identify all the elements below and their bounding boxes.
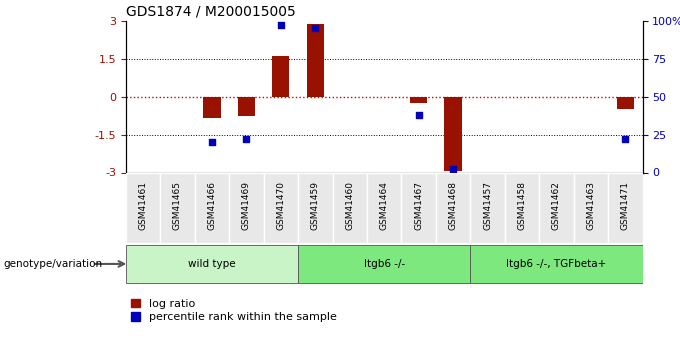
Text: Itgb6 -/-: Itgb6 -/-: [364, 259, 405, 269]
FancyBboxPatch shape: [333, 172, 367, 243]
Bar: [272, 56, 290, 97]
Text: GSM41471: GSM41471: [621, 181, 630, 230]
FancyBboxPatch shape: [229, 172, 264, 243]
Text: GSM41462: GSM41462: [552, 181, 561, 230]
Bar: [238, 97, 255, 116]
Text: GSM41457: GSM41457: [483, 181, 492, 230]
Text: GSM41467: GSM41467: [414, 181, 423, 230]
FancyBboxPatch shape: [608, 172, 643, 243]
Point: [241, 136, 252, 142]
Text: GSM41458: GSM41458: [517, 181, 526, 230]
Text: GSM41463: GSM41463: [586, 181, 596, 230]
Text: GSM41469: GSM41469: [242, 181, 251, 230]
Point: [207, 139, 218, 145]
Bar: [617, 97, 634, 109]
FancyBboxPatch shape: [298, 172, 333, 243]
Legend: log ratio, percentile rank within the sample: log ratio, percentile rank within the sa…: [131, 299, 337, 322]
FancyBboxPatch shape: [436, 172, 471, 243]
Text: wild type: wild type: [188, 259, 236, 269]
Text: GSM41459: GSM41459: [311, 181, 320, 230]
Text: GSM41461: GSM41461: [139, 181, 148, 230]
FancyBboxPatch shape: [298, 245, 471, 283]
Text: GSM41470: GSM41470: [276, 181, 286, 230]
Bar: [203, 97, 220, 118]
FancyBboxPatch shape: [505, 172, 539, 243]
FancyBboxPatch shape: [574, 172, 608, 243]
Bar: [307, 24, 324, 97]
Text: GSM41460: GSM41460: [345, 181, 354, 230]
FancyBboxPatch shape: [160, 172, 194, 243]
Point: [447, 167, 458, 172]
Text: GSM41465: GSM41465: [173, 181, 182, 230]
Bar: [445, 97, 462, 171]
Text: GSM41468: GSM41468: [449, 181, 458, 230]
FancyBboxPatch shape: [126, 245, 298, 283]
Point: [413, 112, 424, 118]
FancyBboxPatch shape: [471, 172, 505, 243]
Text: Itgb6 -/-, TGFbeta+: Itgb6 -/-, TGFbeta+: [507, 259, 607, 269]
Text: GDS1874 / M200015005: GDS1874 / M200015005: [126, 4, 296, 18]
FancyBboxPatch shape: [194, 172, 229, 243]
Text: GSM41466: GSM41466: [207, 181, 216, 230]
FancyBboxPatch shape: [367, 172, 401, 243]
FancyBboxPatch shape: [401, 172, 436, 243]
Text: GSM41464: GSM41464: [379, 181, 389, 230]
FancyBboxPatch shape: [126, 172, 160, 243]
Text: genotype/variation: genotype/variation: [3, 259, 103, 269]
Point: [620, 136, 631, 142]
Point: [275, 22, 286, 28]
FancyBboxPatch shape: [539, 172, 574, 243]
Bar: [410, 97, 427, 103]
FancyBboxPatch shape: [264, 172, 298, 243]
FancyBboxPatch shape: [471, 245, 643, 283]
Point: [310, 26, 321, 31]
